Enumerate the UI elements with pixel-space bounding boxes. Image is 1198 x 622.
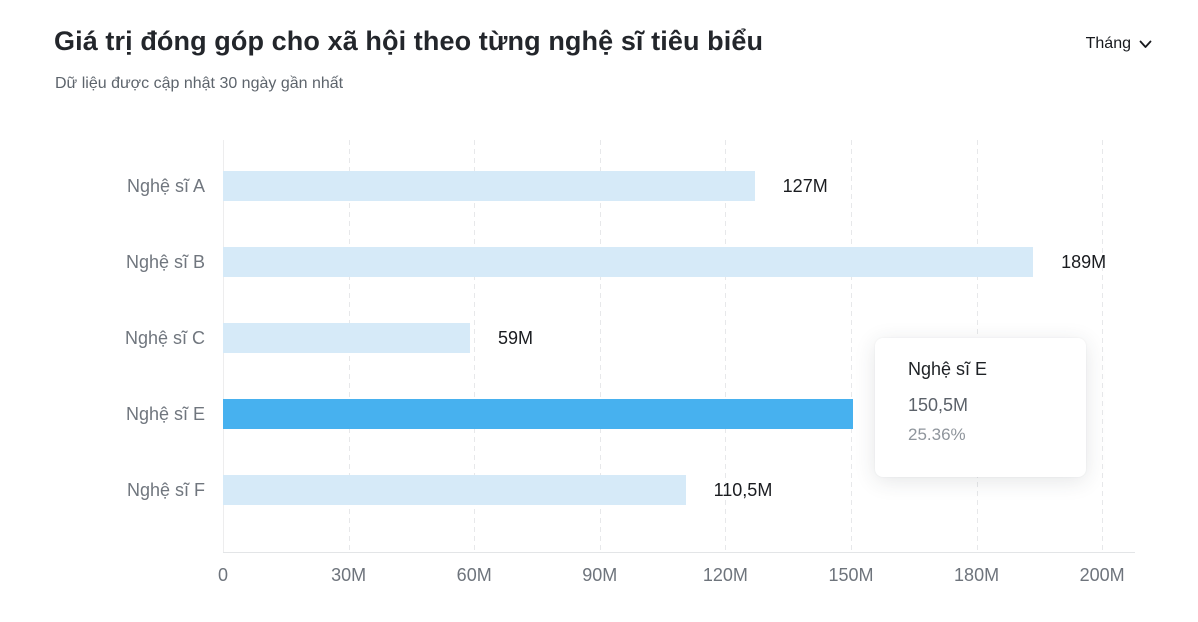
x-axis-tick-label: 60M bbox=[456, 565, 492, 585]
tooltip-title: Nghệ sĩ E bbox=[908, 359, 988, 379]
period-dropdown-label: Tháng bbox=[1085, 35, 1131, 52]
gridline bbox=[850, 140, 852, 552]
gridline bbox=[725, 140, 727, 552]
x-axis-tick-label: 30M bbox=[331, 565, 367, 585]
category-label: Nghệ sĩ B bbox=[125, 252, 205, 272]
x-axis-tick-label: 0 bbox=[217, 565, 229, 585]
chevron-down-icon bbox=[1139, 40, 1152, 48]
bar-value-label: 189M bbox=[1061, 252, 1107, 272]
bar-3[interactable] bbox=[223, 323, 470, 353]
category-label: Nghệ sĩ C bbox=[124, 328, 205, 348]
gridline bbox=[1102, 140, 1104, 552]
period-dropdown[interactable]: Tháng bbox=[1084, 31, 1154, 57]
bar-1[interactable] bbox=[223, 171, 755, 201]
gridline bbox=[599, 140, 601, 552]
bar-4[interactable] bbox=[223, 399, 854, 429]
category-label: Nghệ sĩ E bbox=[125, 404, 205, 424]
gridline bbox=[474, 140, 476, 552]
bar-value-label: 59M bbox=[498, 328, 534, 348]
bar-2[interactable] bbox=[223, 247, 1034, 277]
bar-value-label: 110,5M bbox=[713, 480, 773, 500]
tooltip-percent: 25.36% bbox=[908, 425, 966, 444]
page-title: Giá trị đóng góp cho xã hội theo từng ng… bbox=[54, 26, 764, 56]
bar-5[interactable] bbox=[223, 475, 686, 505]
plot-area: 127M 189M 59M 110,5M bbox=[223, 140, 1135, 553]
x-axis-tick-label: 200M bbox=[1079, 565, 1125, 585]
bar-value-label: 127M bbox=[782, 176, 828, 196]
x-axis: 0 30M 60M 90M 120M 150M 180M 200M bbox=[218, 560, 1135, 590]
x-axis-tick-label: 150M bbox=[828, 565, 874, 585]
x-axis-tick-label: 180M bbox=[954, 565, 1000, 585]
category-label: Nghệ sĩ A bbox=[126, 176, 205, 196]
tooltip: Nghệ sĩ E 150,5M 25.36% bbox=[875, 338, 1086, 477]
tooltip-value: 150,5M bbox=[908, 395, 969, 415]
category-label: Nghệ sĩ F bbox=[126, 480, 205, 500]
x-axis-tick-label: 120M bbox=[702, 565, 748, 585]
chart-subtitle: Dữ liệu được cập nhật 30 ngày gần nhất bbox=[55, 75, 344, 92]
x-axis-tick-label: 90M bbox=[582, 565, 618, 585]
